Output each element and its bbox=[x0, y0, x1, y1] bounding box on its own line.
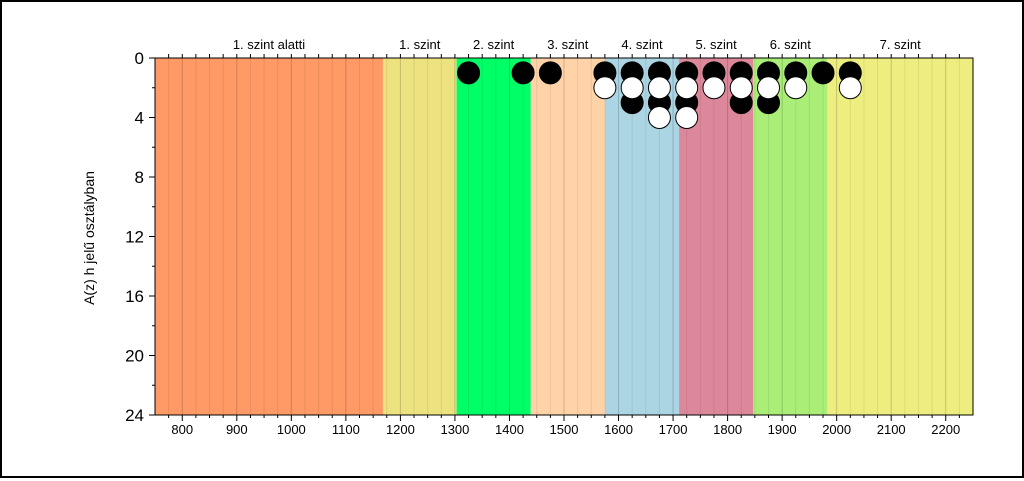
x-tick-label: 2000 bbox=[822, 422, 851, 437]
data-point-open bbox=[675, 106, 699, 129]
data-point-open bbox=[702, 76, 726, 100]
y-tick-label: 4 bbox=[135, 109, 144, 128]
data-point-filled bbox=[811, 61, 835, 85]
data-point-open bbox=[838, 76, 862, 100]
data-point-open bbox=[620, 76, 644, 100]
x-tick-label: 1600 bbox=[604, 422, 633, 437]
data-point-open bbox=[757, 76, 780, 100]
x-tick-label: 1100 bbox=[332, 422, 360, 437]
y-tick-label: 24 bbox=[125, 406, 144, 425]
level-band-2 bbox=[382, 58, 457, 415]
y-tick-label: 0 bbox=[135, 49, 144, 68]
x-tick-label: 2100 bbox=[877, 422, 906, 437]
x-tick-label: 1500 bbox=[550, 422, 579, 437]
y-tick-label: 8 bbox=[135, 168, 144, 187]
x-tick-label: 2200 bbox=[931, 422, 960, 437]
level-band-label: 4. szint bbox=[621, 37, 663, 52]
data-point-open bbox=[675, 76, 699, 100]
data-point-filled bbox=[511, 61, 535, 85]
axes: 800 900 1000 1100 1200 1300 1400 1500 1600 1700 18… bbox=[125, 49, 974, 437]
level-band-8 bbox=[827, 58, 973, 415]
x-tick-label: 800 bbox=[171, 422, 193, 437]
level-band-7 bbox=[753, 58, 828, 415]
level-band-label: 2. szint bbox=[473, 37, 515, 52]
level-band-label: 1. szint alatti bbox=[233, 37, 305, 52]
level-band-4 bbox=[530, 58, 605, 415]
level-band-1 bbox=[155, 58, 383, 415]
x-tick-label: 1300 bbox=[440, 422, 469, 437]
level-band-3 bbox=[456, 58, 531, 415]
y-tick-label: 16 bbox=[125, 287, 144, 306]
data-point-open bbox=[593, 76, 617, 100]
data-point-open bbox=[784, 76, 808, 100]
x-tick-label: 1900 bbox=[768, 422, 797, 437]
x-tick-label: 1200 bbox=[386, 422, 415, 437]
x-tick-label: 900 bbox=[226, 422, 248, 437]
level-band-label: 3. szint bbox=[547, 37, 589, 52]
y-axis-label: A(z) h jelű osztályban bbox=[81, 171, 97, 305]
level-band-labels: 1. szint alatti 1. szint 2. szint 3. szint 4… bbox=[233, 37, 921, 52]
data-point-filled bbox=[538, 61, 562, 85]
x-tick-label: 1400 bbox=[495, 422, 524, 437]
level-band-label: 6. szint bbox=[770, 37, 812, 52]
data-point-filled bbox=[457, 61, 481, 85]
data-point-open bbox=[647, 76, 671, 100]
level-bands bbox=[155, 58, 973, 415]
level-band-label: 5. szint bbox=[696, 37, 738, 52]
data-points bbox=[457, 61, 862, 129]
x-tick-label: 1800 bbox=[713, 422, 742, 437]
x-tick-label: 1000 bbox=[277, 422, 306, 437]
level-band-label: 7. szint bbox=[880, 37, 922, 52]
x-tick-label: 1700 bbox=[659, 422, 688, 437]
data-point-open bbox=[647, 106, 671, 129]
data-point-open bbox=[729, 76, 753, 100]
y-tick-label: 20 bbox=[125, 347, 144, 366]
y-tick-label: 12 bbox=[125, 228, 144, 247]
level-band-label: 1. szint bbox=[399, 37, 441, 52]
